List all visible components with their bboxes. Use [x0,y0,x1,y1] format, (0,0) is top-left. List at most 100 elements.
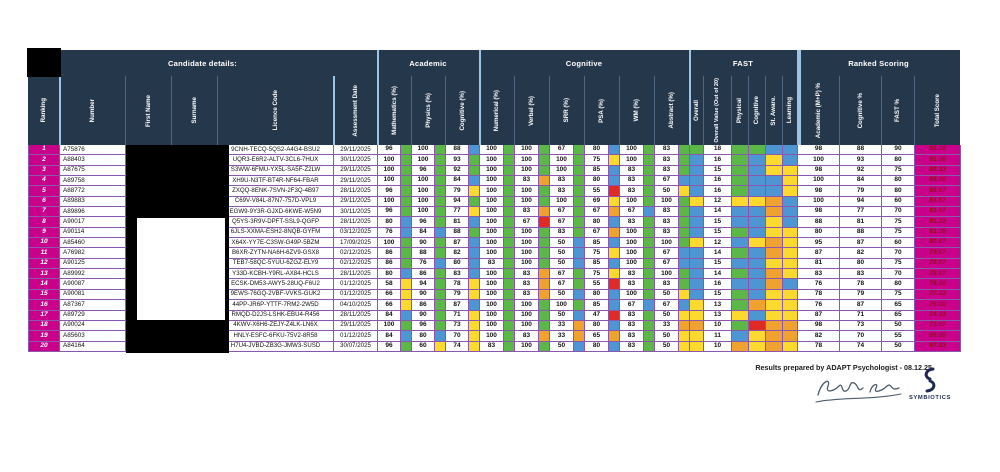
psa-score-cell: 80 [585,176,609,187]
col-header-ranking: Ranking [39,98,47,123]
fast-sit-aware-swatch [766,331,783,342]
licence-code-cell: HNLY-ESFC-6FKU-75V2-8R58 [218,331,334,342]
verbal-rating-swatch [539,279,550,290]
col-header-academic-mp: Academic (M+P) % [797,76,839,145]
physics-rating-swatch [435,196,446,208]
fast-cognitive-swatch [749,176,766,187]
wm-score-cell: 83 [620,217,644,228]
table-row: 18 A90024 4KWV-X6H6-ZEJY-Z4LK-LN6X 29/11/20… [29,320,961,332]
col-header-licence-code: Licence Code [217,76,333,145]
fast-percent-cell: 80 [882,176,915,187]
mathematics-rating-swatch [401,258,412,270]
fast-learning-swatch [783,258,798,270]
fast-overall-value-cell: 10 [704,341,732,352]
assessment-date-cell: 28/11/2025 [334,269,378,280]
physics-score-cell: 86 [412,300,435,311]
psa-score-cell: 75 [585,248,609,259]
candidate-number-cell: A85603 [60,331,126,342]
col-header-cognitive-academic: Cognitive (%) [445,76,479,145]
fast-physical-swatch [732,269,749,280]
fast-percent-cell: 65 [882,300,915,311]
fast-cognitive-swatch [749,248,766,259]
fast-overall-value-cell: 16 [704,155,732,166]
verbal-score-cell: 83 [515,331,539,342]
verbal-score-cell: 100 [515,155,539,166]
fast-learning-swatch [783,320,798,332]
verbal-rating-swatch [539,248,550,259]
fast-cognitive-swatch [749,227,766,239]
verbal-score-cell: 100 [515,310,539,321]
physics-rating-swatch [435,248,446,259]
srr-score-cell: 83 [550,186,574,197]
licence-code-cell: EGW9-9Y3R-GJXD-6KWE-W5N9 [218,207,334,218]
group-header-academic: Academic [409,58,447,68]
numerical-score-cell: 100 [480,289,504,301]
col-header-fast-overall: Overall [689,76,703,145]
fast-physical-swatch [732,145,749,156]
fast-sit-aware-swatch [766,279,783,290]
candidate-number-cell: A90017 [60,217,126,228]
cognitive-academic-score-cell: 94 [446,196,469,208]
licence-code-cell: S3WW-6FMU-YX5L-SA5F-Z2LW [218,165,334,177]
verbal-score-cell: 100 [515,258,539,270]
total-score-cell: 88.33 [915,165,961,177]
academic-mp-percent-cell: 100 [798,155,840,166]
abstract-rating-swatch [679,341,690,352]
cognitive-percent-cell: 73 [840,320,882,332]
fast-overall-value-cell: 14 [704,248,732,259]
psa-score-cell: 85 [585,258,609,270]
assessment-date-cell: 29/11/2025 [334,320,378,332]
academic-mp-percent-cell: 98 [798,165,840,177]
psa-score-cell: 85 [585,165,609,177]
psa-score-cell: 67 [585,227,609,239]
cognitive-academic-rating-swatch [469,289,480,301]
candidate-number-cell: A88403 [60,155,126,166]
ranking-cell: 5 [29,186,60,197]
cognitive-percent-cell: 79 [840,289,882,301]
academic-mp-percent-cell: 100 [798,196,840,208]
mathematics-rating-swatch [401,196,412,208]
fast-learning-swatch [783,207,798,218]
fast-overall-value-cell: 15 [704,165,732,177]
srr-score-cell: 100 [550,196,574,208]
cognitive-academic-score-cell: 70 [446,331,469,342]
physics-score-cell: 100 [412,207,435,218]
abstract-score-cell: 100 [655,196,679,208]
licence-code-cell: ZXQQ-8ENK-7SVN-2F3Q-4B97 [218,186,334,197]
verbal-score-cell: 100 [515,227,539,239]
numerical-score-cell: 100 [480,310,504,321]
fast-overall-value-cell: 13 [704,300,732,311]
physics-score-cell: 90 [412,238,435,249]
fast-overall-value-cell: 15 [704,258,732,270]
physics-score-cell: 96 [412,217,435,228]
col-header-srr: SRR (%) [549,76,584,145]
fast-learning-swatch [783,289,798,301]
wm-rating-swatch [644,341,655,352]
cognitive-academic-score-cell: 71 [446,310,469,321]
mathematics-score-cell: 100 [378,176,401,187]
table-row: 19 A85603 HNLY-ESFC-6FKU-75V2-8R58 01/12/20… [29,331,961,342]
fast-overall-swatch [690,155,704,166]
verbal-rating-swatch [539,341,550,352]
mathematics-score-cell: 80 [378,269,401,280]
srr-rating-swatch [574,155,585,166]
psa-rating-swatch [609,155,620,166]
cognitive-academic-score-cell: 82 [446,248,469,259]
physics-rating-swatch [435,269,446,280]
cognitive-academic-rating-swatch [469,145,480,156]
verbal-score-cell: 100 [515,165,539,177]
fast-percent-cell: 75 [882,227,915,239]
fast-overall-value-cell: 10 [704,320,732,332]
numerical-score-cell: 83 [480,258,504,270]
table-row: 8 A90017 Q5YS-3R9V-DPFT-SSL9-QGFP 28/11/202… [29,217,961,228]
physics-score-cell: 96 [412,165,435,177]
wm-score-cell: 100 [620,238,644,249]
fast-learning-swatch [783,310,798,321]
fast-cognitive-swatch [749,207,766,218]
wm-score-cell: 100 [620,289,644,301]
fast-learning-swatch [783,186,798,197]
col-header-fast-physical: Physical [731,76,748,145]
fast-physical-swatch [732,217,749,228]
verbal-rating-swatch [539,207,550,218]
srr-rating-swatch [574,165,585,177]
